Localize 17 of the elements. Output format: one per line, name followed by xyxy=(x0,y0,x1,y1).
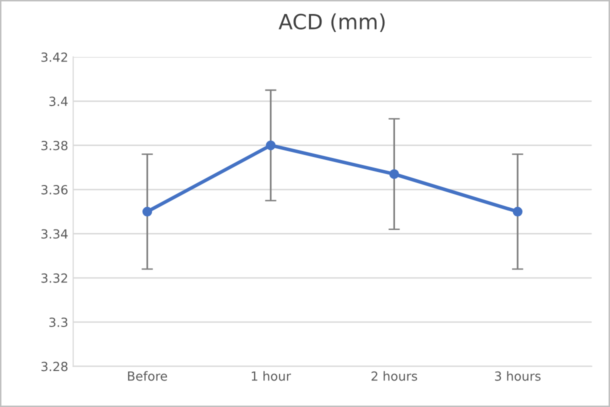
y-tick-label: 3.36 xyxy=(41,185,68,194)
y-tick-label: 3.3 xyxy=(49,318,68,328)
y-tick-label: 3.42 xyxy=(41,52,68,62)
point xyxy=(142,206,152,216)
point xyxy=(512,206,522,216)
point xyxy=(266,140,276,150)
y-tick-label: 3.28 xyxy=(41,362,68,372)
x-tick-label: Before xyxy=(128,371,168,381)
point xyxy=(389,169,400,179)
y-tick-label: 3.38 xyxy=(41,140,68,150)
y-tick-label: 3.34 xyxy=(41,229,68,239)
x-tick-label: 3 hours xyxy=(495,371,541,381)
x-tick-label: 1 hour xyxy=(252,371,292,381)
chart-title: ACD (mm) xyxy=(278,13,385,32)
y-tick-label: 3.32 xyxy=(41,273,68,283)
x-tick-label: 2 hours xyxy=(372,371,418,381)
y-tick-label: 3.4 xyxy=(49,96,68,106)
